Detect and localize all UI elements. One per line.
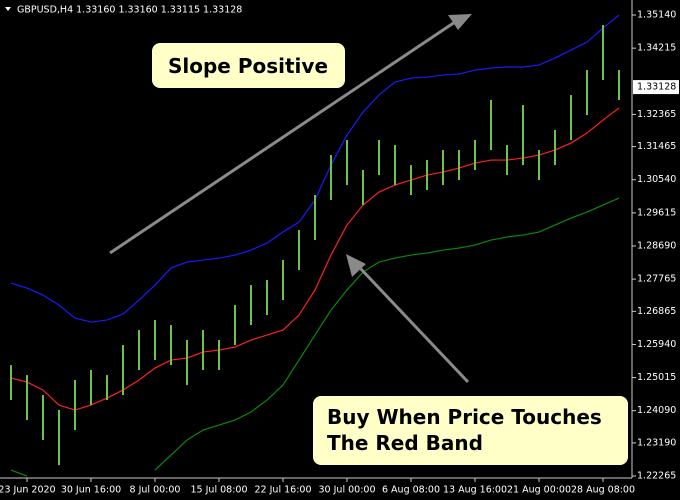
- annotation: The Red Band: [327, 431, 483, 455]
- price-bar: [410, 165, 412, 196]
- y-tick-label: 1.34215: [637, 43, 676, 54]
- x-tick-label: 28 Aug 08:00: [571, 485, 635, 496]
- y-tick-label: 1.31465: [637, 141, 676, 152]
- price-bar: [154, 320, 156, 361]
- price-bar: [474, 140, 476, 171]
- y-tick-label: 1.35140: [637, 10, 676, 21]
- band-line: [154, 197, 620, 471]
- annotation-box: [313, 396, 628, 465]
- annotation: Buy When Price Touches: [327, 405, 602, 429]
- y-tick-label: 1.25940: [637, 339, 676, 350]
- x-tick-label: 30 Jun 16:00: [61, 485, 121, 496]
- price-bar: [554, 130, 556, 166]
- price-bar: [170, 325, 172, 366]
- arrow-head: [448, 14, 472, 30]
- band-line: [10, 107, 620, 411]
- menu-arrow: [5, 7, 11, 11]
- price-bar: [522, 105, 524, 166]
- x-tick-label: 21 Aug 00:00: [507, 485, 571, 496]
- price-bar: [490, 100, 492, 151]
- price-bar: [458, 150, 460, 181]
- price-bar: [330, 155, 332, 201]
- price-bar: [26, 375, 28, 421]
- price-bar: [234, 305, 236, 346]
- x-tick-label: 23 Jun 2020: [0, 485, 56, 496]
- last-price-label: 1.33128: [637, 82, 676, 93]
- y-tick-label: 1.28690: [637, 240, 676, 251]
- price-bar: [74, 380, 76, 431]
- price-bar: [442, 150, 444, 186]
- price-bar: [202, 330, 204, 371]
- price-bar: [90, 370, 92, 406]
- price-bar: [346, 140, 348, 186]
- price-bar: [426, 160, 428, 191]
- price-bar: [618, 70, 620, 101]
- price-bar: [378, 140, 380, 176]
- y-tick-label: 1.26865: [637, 306, 676, 317]
- price-bar: [602, 25, 604, 81]
- arrow: [109, 20, 456, 255]
- y-tick-label: 1.23190: [637, 437, 676, 448]
- arrows: [109, 14, 472, 384]
- y-tick-label: 1.29615: [637, 207, 676, 218]
- price-bar: [218, 340, 220, 371]
- annotation-box: [152, 43, 345, 88]
- x-tick-label: 30 Jul 00:00: [319, 485, 376, 496]
- price-bar: [570, 95, 572, 141]
- price-bar: [394, 145, 396, 186]
- y-tick-label: 1.24090: [637, 405, 676, 416]
- price-bar: [538, 150, 540, 181]
- price-bar: [42, 395, 44, 441]
- price-bar: [122, 345, 124, 396]
- price-bar: [10, 365, 12, 401]
- annotation: Slope Positive: [168, 54, 328, 78]
- price-bar: [138, 330, 140, 371]
- y-tick-label: 1.27765: [637, 274, 676, 285]
- y-tick-label: 1.30540: [637, 174, 676, 185]
- y-tick-label: 1.32365: [637, 109, 676, 120]
- arrow-head: [346, 254, 366, 277]
- price-bar: [298, 230, 300, 271]
- price-bar: [506, 145, 508, 176]
- x-tick-label: 15 Jul 08:00: [191, 485, 248, 496]
- price-bar: [58, 410, 60, 466]
- y-tick-label: 1.22265: [637, 471, 676, 482]
- x-tick-label: 6 Aug 08:00: [382, 485, 440, 496]
- last-price-box: [633, 80, 679, 95]
- price-bar: [586, 70, 588, 116]
- plot: [10, 14, 620, 477]
- y-tick-label: 1.25015: [637, 372, 676, 383]
- price-bar: [250, 285, 252, 326]
- price-bar: [282, 260, 284, 301]
- x-tick-label: 13 Aug 16:00: [443, 485, 507, 496]
- arrow: [358, 266, 470, 384]
- price-bar: [266, 280, 268, 316]
- price-bar: [314, 195, 316, 241]
- chart-info: GBPUSD,H4 1.33160 1.33160 1.33115 1.3312…: [17, 5, 242, 16]
- price-bar: [186, 340, 188, 386]
- price-bar: [362, 170, 364, 206]
- x-tick-label: 22 Jul 16:00: [255, 485, 312, 496]
- band-line: [10, 469, 28, 477]
- x-tick-label: 8 Jul 00:00: [130, 485, 181, 496]
- price-bar: [106, 375, 108, 401]
